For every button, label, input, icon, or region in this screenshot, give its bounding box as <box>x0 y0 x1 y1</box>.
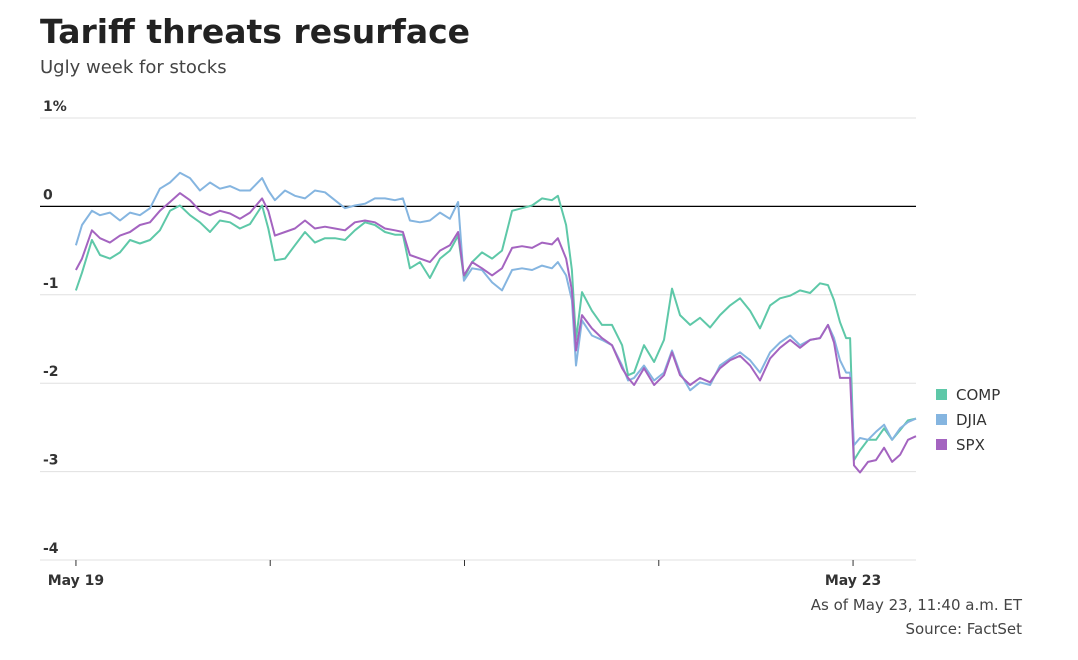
y-tick-label: 0 <box>43 187 53 203</box>
legend-swatch <box>936 389 947 400</box>
y-tick-label: -3 <box>43 453 59 469</box>
source: Source: FactSet <box>905 620 1022 638</box>
legend-label: SPX <box>956 436 985 454</box>
legend-label: DJIA <box>956 411 987 429</box>
chart-title: Tariff threats resurface <box>40 12 470 51</box>
chart-subtitle: Ugly week for stocks <box>40 57 227 78</box>
y-tick-label: 1% <box>43 99 67 115</box>
series-line <box>75 192 917 474</box>
y-tick-label: -2 <box>43 364 59 380</box>
legend-swatch <box>936 439 947 450</box>
y-tick-label: -1 <box>43 276 59 292</box>
legend-swatch <box>936 414 947 425</box>
note: As of May 23, 11:40 a.m. ET <box>811 596 1023 614</box>
x-tick-label: May 19 <box>48 573 104 589</box>
series-line <box>74 171 917 447</box>
x-tick-label: May 23 <box>825 573 881 589</box>
y-tick-label: -4 <box>43 541 59 557</box>
legend-label: COMP <box>956 386 1000 404</box>
series-line <box>74 194 917 462</box>
